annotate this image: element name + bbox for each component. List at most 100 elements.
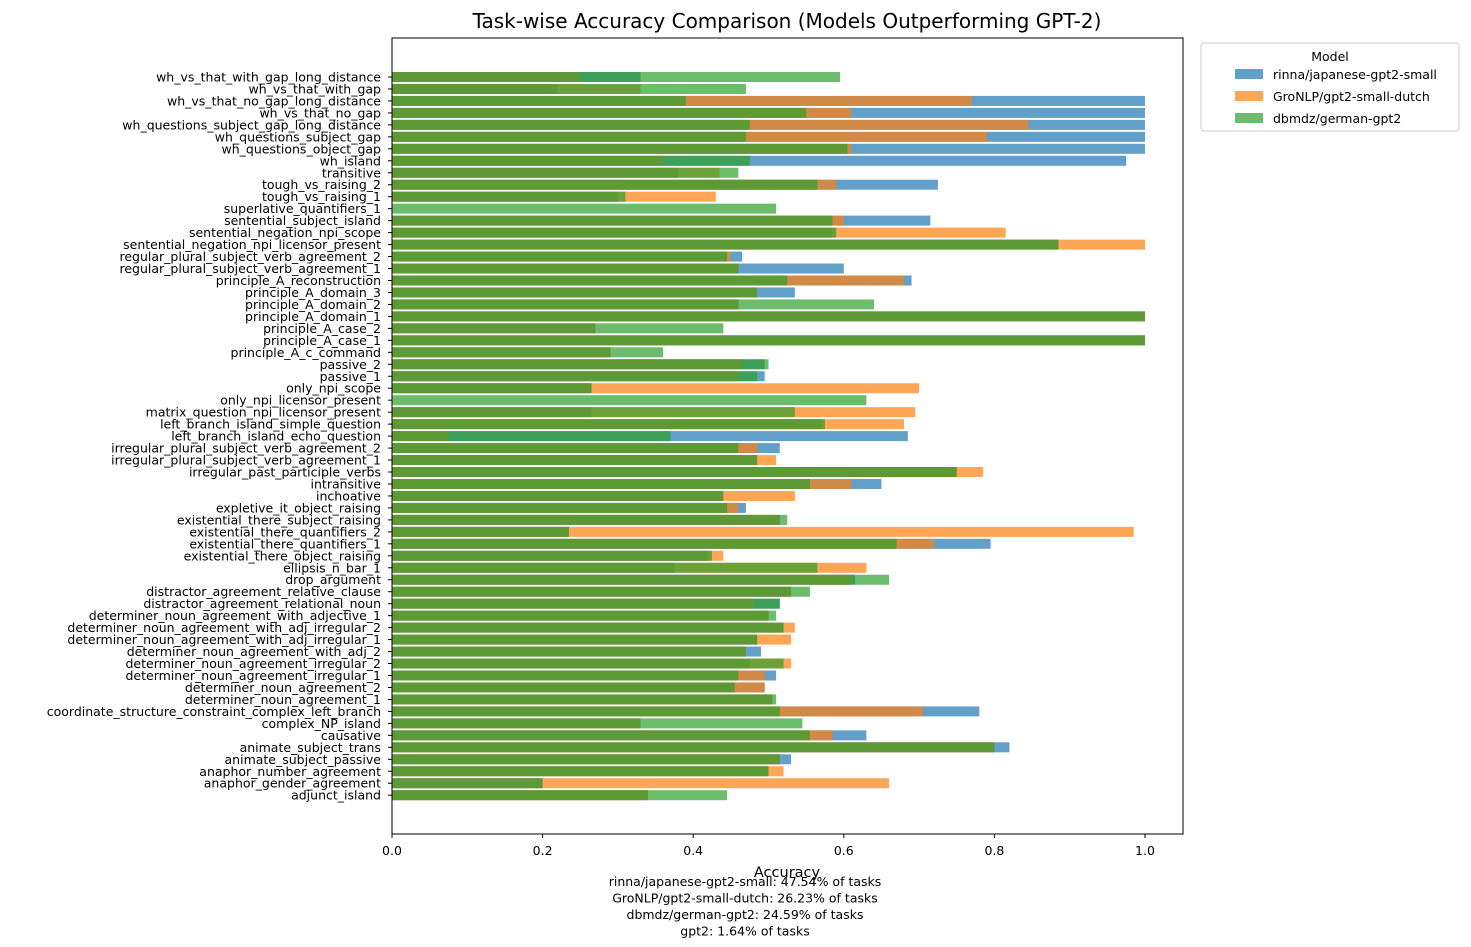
bar [392,682,735,693]
y-tick-label: ellipsis_n_bar_1 [283,560,381,575]
y-tick-label: wh_vs_that_with_gap_long_distance [156,70,381,85]
y-tick-label: passive_1 [320,369,381,384]
bar [392,359,769,370]
y-tick-label: regular_plural_subject_verb_agreement_2 [120,249,382,264]
y-tick-label: irregular_past_participle_verbs [189,465,381,480]
y-tick-label: animate_subject_trans [240,740,381,755]
y-tick-label: principle_A_case_2 [263,321,381,336]
bar [392,670,739,681]
footer-line: rinna/japanese-gpt2-small: 47.54% of tas… [609,874,882,889]
bar [392,646,746,657]
legend-label: GroNLP/gpt2-small-dutch [1273,89,1430,104]
bar [392,790,728,801]
bar [392,754,780,765]
bar [392,562,818,573]
plot-area [392,72,1145,801]
y-tick-label: regular_plural_subject_verb_agreement_1 [120,261,382,276]
x-tick-label: 0.4 [683,843,703,858]
bar [392,778,543,789]
bar [392,658,784,669]
y-tick-label: tough_vs_raising_1 [262,189,381,204]
bar [392,107,807,118]
y-tick-label: left_branch_island_echo_question [171,429,381,444]
y-tick-label: passive_2 [320,357,381,372]
footer-line: GroNLP/gpt2-small-dutch: 26.23% of tasks [612,891,878,906]
y-tick-label: principle_A_domain_1 [245,309,381,324]
bar [392,526,1134,537]
y-tick-label: principle_A_reconstruction [216,273,381,288]
y-tick-label: animate_subject_passive [225,752,382,767]
y-tick-label: existential_there_subject_raising [177,512,381,527]
bar [392,263,739,274]
bar [392,634,758,645]
bar [392,502,728,513]
bar [392,383,592,394]
y-tick-label: anaphor_gender_agreement [204,776,381,791]
y-tick-label: irregular_plural_subject_verb_agreement_… [111,453,381,468]
bar [392,215,833,226]
y-tick-label: wh_vs_that_no_gap_long_distance [167,93,381,108]
legend-label: dbmdz/german-gpt2 [1273,111,1401,126]
bar [392,407,795,418]
y-tick-label: principle_A_case_1 [263,333,381,348]
y-tick-label: anaphor_number_agreement [199,764,381,779]
bar [392,478,810,489]
y-tick-label: only_npi_scope [286,381,381,396]
y-tick-label: irregular_plural_subject_verb_agreement_… [111,441,381,456]
bar [392,371,758,382]
y-tick-label: expletive_it_object_raising [216,500,381,515]
y-tick-label: superlative_quantifiers_1 [224,201,381,216]
bar [392,143,848,154]
bar [392,514,788,525]
bar [392,574,889,585]
x-tick-label: 0.8 [984,843,1004,858]
y-tick-label: determiner_noun_agreement_with_adj_2 [127,644,381,659]
y-tick-label: wh_vs_that_no_gap [259,105,381,120]
y-tick-label: principle_A_domain_3 [245,285,381,300]
bar [392,766,769,777]
bar [392,167,739,178]
bar [392,323,724,334]
footer-stats: rinna/japanese-gpt2-small: 47.54% of tas… [609,874,882,939]
bar [392,443,739,454]
bar [392,490,724,501]
bar [392,227,837,238]
y-tick-label: wh_island [320,153,381,168]
bar [392,395,867,406]
y-tick-label: existential_there_quantifiers_1 [189,536,381,551]
y-tick-label: drop_argument [285,572,381,587]
y-tick-label: sentential_negation_npi_scope [189,225,381,240]
chart-title: Task-wise Accuracy Comparison (Models Ou… [472,9,1102,33]
y-tick-label: determiner_noun_agreement_with_adj_irreg… [67,632,381,647]
legend-swatch [1235,91,1263,101]
bar [392,311,1145,322]
bar [392,538,897,549]
y-tick-label: principle_A_c_command [231,345,381,360]
bar [392,95,686,106]
x-tick-label: 0.0 [382,843,402,858]
bar [392,239,1059,250]
bar [392,598,780,609]
y-tick-label: determiner_noun_agreement_with_adjective… [89,608,381,623]
y-tick-label: determiner_noun_agreement_2 [185,680,381,695]
bar [392,275,788,286]
bar [392,610,777,621]
bar [392,179,818,190]
legend: Model rinna/japanese-gpt2-small GroNLP/gp… [1200,42,1460,132]
y-tick-label: determiner_noun_agreement_irregular_1 [125,668,381,683]
y-axis: wh_vs_that_with_gap_long_distance wh_vs_t… [47,70,392,803]
bar [392,694,777,705]
legend-title: Model [1311,49,1349,64]
bar [392,299,874,310]
bar [392,778,889,789]
legend-swatch [1235,113,1263,123]
bar [392,718,803,729]
x-tick-label: 1.0 [1135,843,1155,858]
y-tick-label: causative [321,728,381,743]
bar [392,730,810,741]
legend-label: rinna/japanese-gpt2-small [1273,67,1437,82]
legend-frame [1200,42,1460,132]
bar [392,72,841,82]
y-tick-label: distractor_agreement_relational_noun [143,596,381,611]
